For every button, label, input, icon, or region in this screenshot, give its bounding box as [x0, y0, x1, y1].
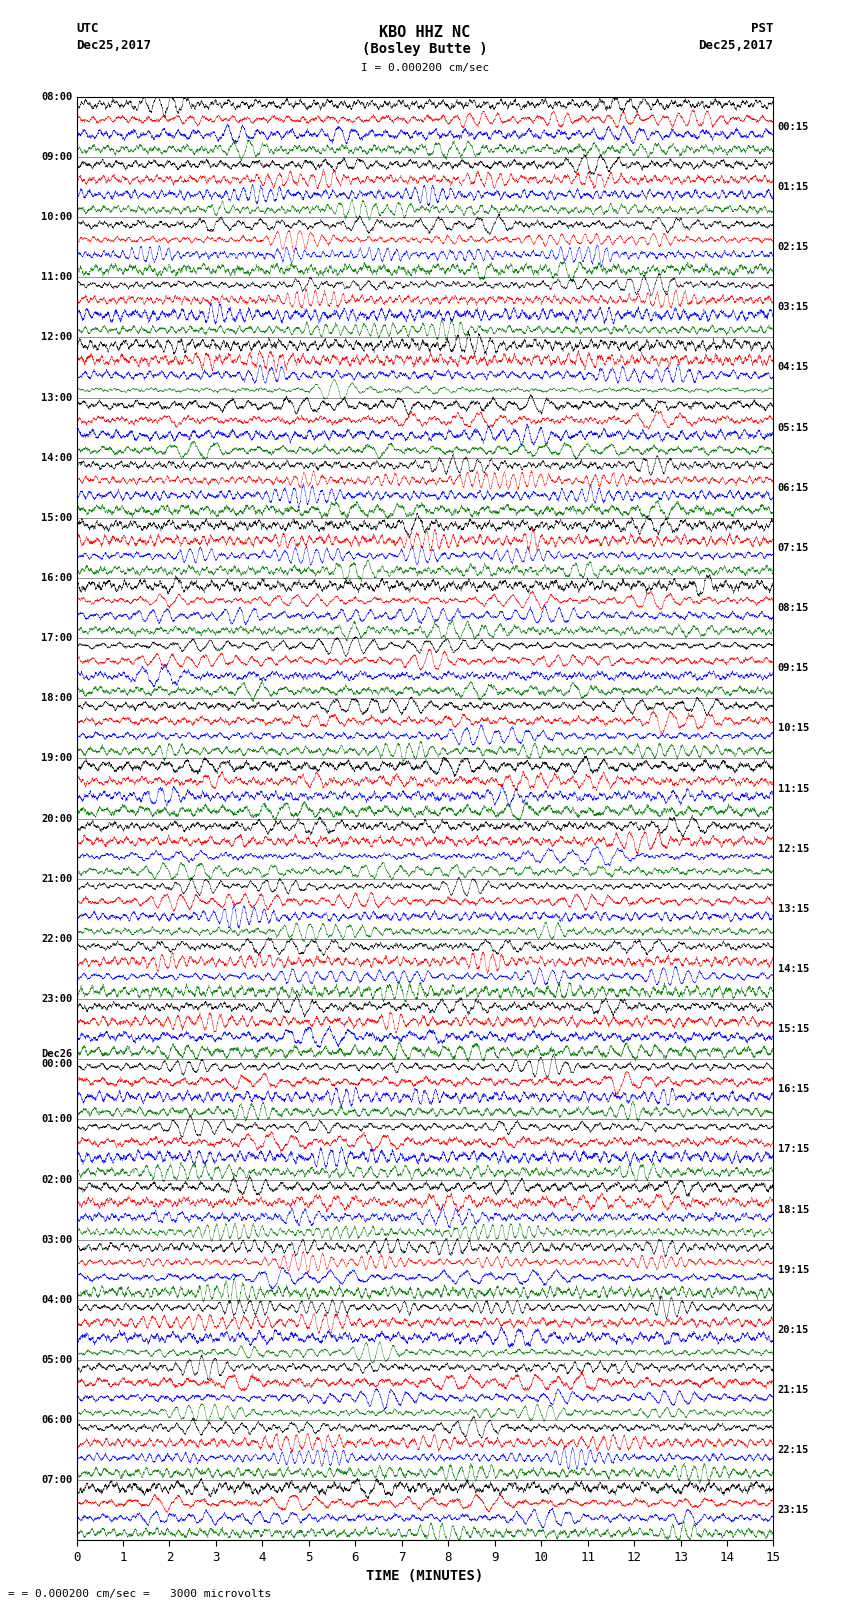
Text: 01:15: 01:15 [778, 182, 809, 192]
Text: Dec26: Dec26 [41, 1050, 72, 1060]
Text: 20:15: 20:15 [778, 1324, 809, 1336]
Text: 21:15: 21:15 [778, 1386, 809, 1395]
Text: 19:00: 19:00 [41, 753, 72, 763]
Text: 08:00: 08:00 [41, 92, 72, 102]
Text: 01:00: 01:00 [41, 1115, 72, 1124]
Text: 21:00: 21:00 [41, 874, 72, 884]
Text: 22:15: 22:15 [778, 1445, 809, 1455]
Text: 23:15: 23:15 [778, 1505, 809, 1515]
Text: 00:00: 00:00 [41, 1060, 72, 1069]
Text: KBO HHZ NC: KBO HHZ NC [379, 26, 471, 40]
Text: 06:15: 06:15 [778, 482, 809, 492]
Text: 20:00: 20:00 [41, 813, 72, 824]
Text: 07:00: 07:00 [41, 1476, 72, 1486]
Text: 18:15: 18:15 [778, 1205, 809, 1215]
Text: 12:15: 12:15 [778, 844, 809, 853]
Text: 04:00: 04:00 [41, 1295, 72, 1305]
Text: 15:15: 15:15 [778, 1024, 809, 1034]
Text: 23:00: 23:00 [41, 994, 72, 1003]
Text: 13:15: 13:15 [778, 903, 809, 915]
Text: = = 0.000200 cm/sec =   3000 microvolts: = = 0.000200 cm/sec = 3000 microvolts [8, 1589, 272, 1598]
Text: 05:00: 05:00 [41, 1355, 72, 1365]
Text: 10:00: 10:00 [41, 211, 72, 223]
Text: 17:00: 17:00 [41, 634, 72, 644]
Text: PST: PST [751, 23, 774, 35]
Text: 09:00: 09:00 [41, 152, 72, 161]
Text: 03:00: 03:00 [41, 1234, 72, 1245]
Text: 02:15: 02:15 [778, 242, 809, 252]
Text: 11:00: 11:00 [41, 273, 72, 282]
Text: 09:15: 09:15 [778, 663, 809, 673]
Text: 00:15: 00:15 [778, 123, 809, 132]
Text: Dec25,2017: Dec25,2017 [76, 39, 151, 52]
Text: I = 0.000200 cm/sec: I = 0.000200 cm/sec [361, 63, 489, 73]
Text: 10:15: 10:15 [778, 723, 809, 734]
Text: 13:00: 13:00 [41, 392, 72, 403]
Text: 02:00: 02:00 [41, 1174, 72, 1184]
Text: (Bosley Butte ): (Bosley Butte ) [362, 42, 488, 56]
Text: 11:15: 11:15 [778, 784, 809, 794]
Text: 22:00: 22:00 [41, 934, 72, 944]
Text: 05:15: 05:15 [778, 423, 809, 432]
Text: 18:00: 18:00 [41, 694, 72, 703]
Text: 19:15: 19:15 [778, 1265, 809, 1274]
Text: 17:15: 17:15 [778, 1145, 809, 1155]
Text: UTC: UTC [76, 23, 99, 35]
Text: Dec25,2017: Dec25,2017 [699, 39, 774, 52]
Text: 03:15: 03:15 [778, 302, 809, 313]
Text: 15:00: 15:00 [41, 513, 72, 523]
X-axis label: TIME (MINUTES): TIME (MINUTES) [366, 1569, 484, 1584]
Text: 16:00: 16:00 [41, 573, 72, 582]
Text: 04:15: 04:15 [778, 363, 809, 373]
Text: 12:00: 12:00 [41, 332, 72, 342]
Text: 16:15: 16:15 [778, 1084, 809, 1094]
Text: 08:15: 08:15 [778, 603, 809, 613]
Text: 14:15: 14:15 [778, 965, 809, 974]
Text: 14:00: 14:00 [41, 453, 72, 463]
Text: 06:00: 06:00 [41, 1415, 72, 1426]
Text: 07:15: 07:15 [778, 544, 809, 553]
